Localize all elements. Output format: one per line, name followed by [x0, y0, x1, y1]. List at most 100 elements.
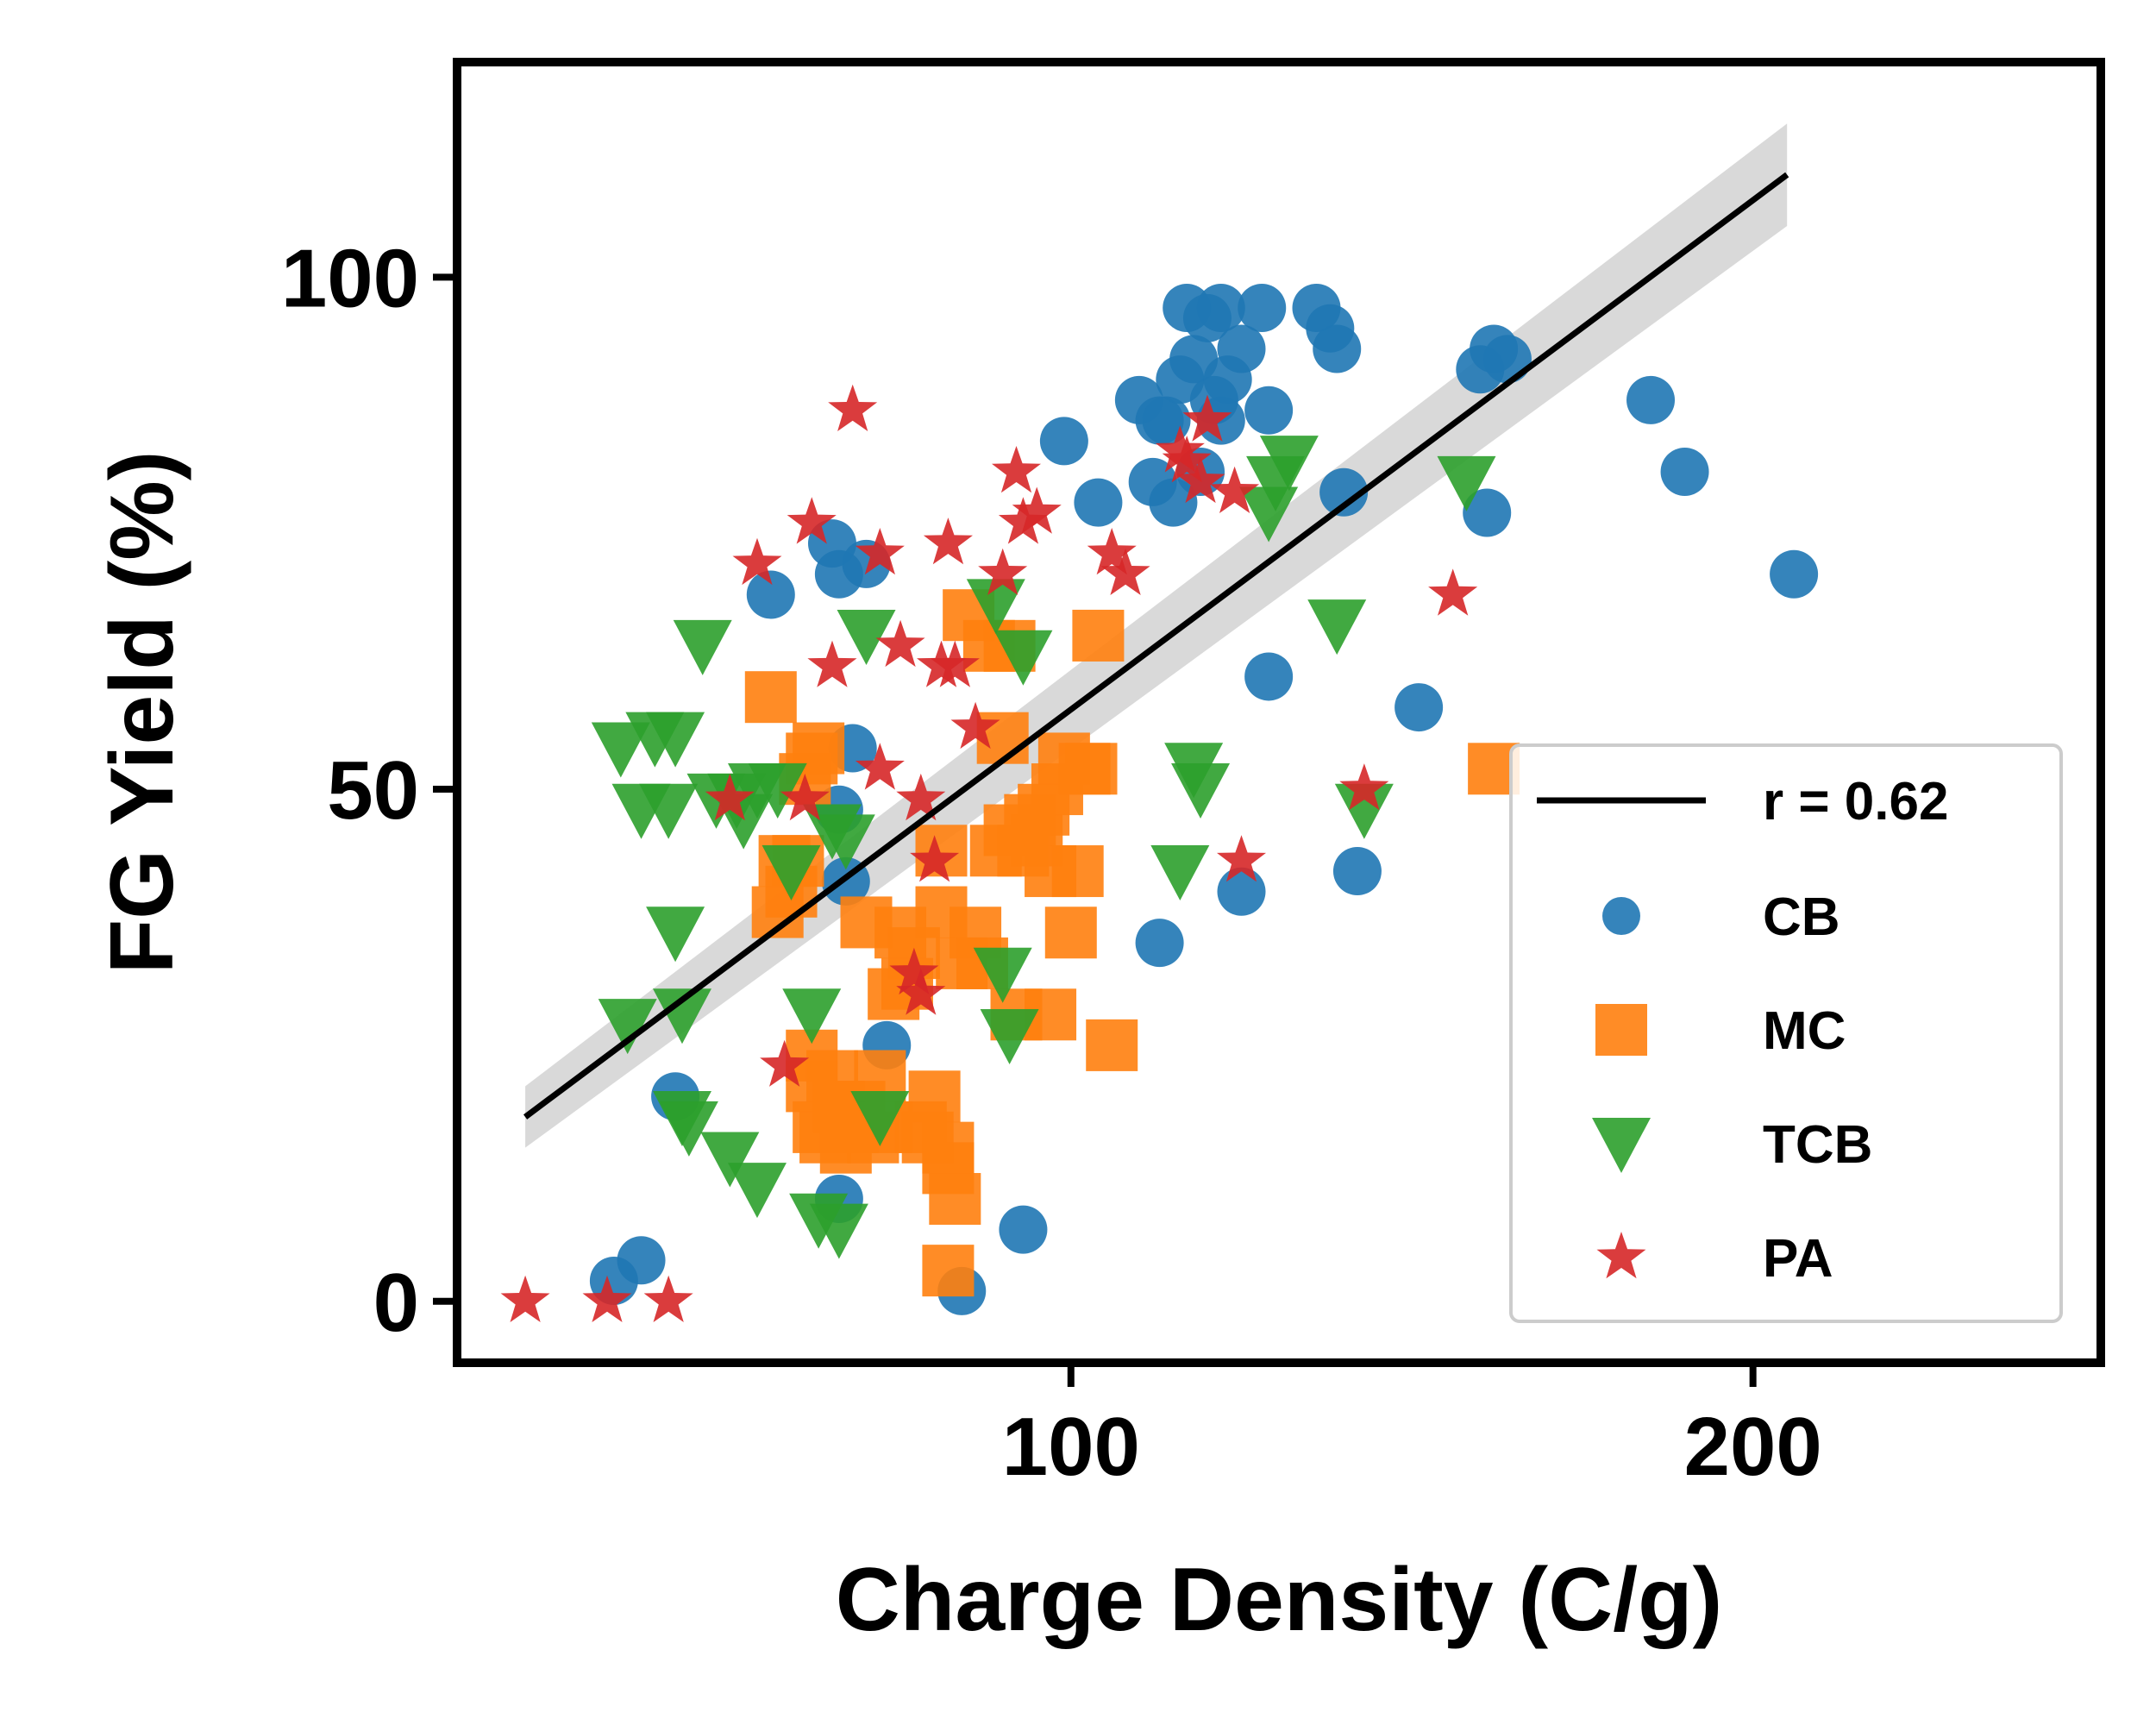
- point-pa: [998, 497, 1048, 544]
- point-pa: [787, 497, 837, 544]
- legend-fit-label: r = 0.62: [1763, 772, 1948, 831]
- regression-line-layer: [523, 172, 1789, 1120]
- point-pa: [1428, 568, 1478, 616]
- x-tick-label: 100: [1002, 1401, 1140, 1493]
- point-tcb: [700, 1132, 760, 1188]
- legend-box: [1509, 743, 2063, 1323]
- legend-label-mc: MC: [1763, 1001, 1846, 1061]
- point-mc: [1072, 609, 1125, 662]
- point-tcb: [782, 988, 842, 1044]
- point-pa: [889, 947, 939, 995]
- point-mc: [1044, 906, 1097, 959]
- point-tcb: [659, 1101, 718, 1157]
- legend: r = 0.62 CB MC TCB PA: [1509, 743, 2063, 1323]
- point-pa: [500, 1275, 550, 1322]
- point-tcb: [748, 763, 807, 819]
- legend-marker-pa: [1596, 1232, 1646, 1279]
- point-tcb: [1334, 783, 1394, 839]
- point-pa: [1339, 763, 1389, 811]
- point-cb: [1770, 549, 1819, 599]
- point-pa: [1087, 528, 1137, 575]
- point-pa: [1182, 394, 1232, 442]
- point-pa: [828, 384, 878, 431]
- point-cb: [1313, 324, 1362, 373]
- legend-label-pa: PA: [1763, 1229, 1833, 1289]
- point-pa: [732, 537, 782, 586]
- point-tcb: [966, 579, 1025, 635]
- point-cb: [1332, 847, 1382, 896]
- point-cb: [1244, 652, 1294, 701]
- y-axis-ticks: 0 50 100: [281, 232, 457, 1349]
- point-tcb: [809, 1203, 868, 1259]
- point-cb: [1395, 683, 1444, 732]
- point-pa: [855, 528, 905, 575]
- y-tick-label: 50: [327, 744, 419, 837]
- point-cb: [1196, 283, 1245, 332]
- point-mc: [744, 671, 797, 724]
- x-axis-title: Charge Density (C/g): [836, 1550, 1723, 1650]
- point-pa: [1012, 486, 1062, 534]
- point-pa: [923, 518, 973, 565]
- y-tick-label: 100: [281, 232, 419, 324]
- point-mc: [1051, 845, 1104, 898]
- point-tcb: [652, 988, 711, 1044]
- point-tcb: [646, 712, 705, 768]
- point-cb: [1074, 478, 1123, 527]
- point-tcb: [1239, 486, 1299, 543]
- point-pa: [760, 1039, 810, 1087]
- point-cb: [1660, 447, 1709, 496]
- point-tcb: [1259, 436, 1319, 492]
- point-pa: [855, 743, 905, 790]
- point-tcb: [727, 1163, 787, 1219]
- y-axis-title: FG Yield (%): [92, 451, 192, 975]
- point-pa: [1217, 835, 1266, 882]
- point-cb: [1463, 488, 1512, 537]
- point-pa: [1175, 455, 1225, 504]
- point-mc: [908, 1070, 961, 1123]
- point-pa: [780, 773, 830, 821]
- legend-marker-mc: [1595, 1004, 1647, 1056]
- series-pa: [500, 384, 1478, 1322]
- point-pa: [875, 619, 925, 668]
- point-pa: [896, 773, 946, 821]
- point-pa: [1162, 436, 1212, 483]
- point-tcb: [598, 999, 657, 1055]
- point-cb: [1244, 386, 1294, 435]
- point-tcb: [980, 1009, 1039, 1065]
- point-tcb: [646, 906, 705, 963]
- point-tcb: [673, 619, 732, 675]
- point-tcb: [761, 845, 821, 901]
- point-pa: [1155, 425, 1205, 473]
- point-tcb: [1307, 599, 1367, 656]
- point-pa: [896, 968, 946, 1015]
- legend-marker-tcb: [1592, 1118, 1651, 1173]
- regression-line: [523, 172, 1789, 1120]
- point-tcb: [837, 609, 896, 665]
- point-cb: [999, 1205, 1048, 1254]
- point-pa: [643, 1275, 693, 1322]
- legend-cb-swatch: [1602, 897, 1640, 935]
- point-tcb: [591, 722, 650, 778]
- point-pa: [950, 701, 1000, 750]
- point-cb: [1217, 324, 1266, 373]
- point-pa: [992, 446, 1041, 493]
- point-cb: [1482, 335, 1532, 384]
- legend-marker-cb: [1602, 897, 1640, 935]
- point-pa: [978, 548, 1028, 595]
- data-points-layer: [500, 283, 1819, 1322]
- point-mc: [1065, 743, 1118, 795]
- point-cb: [1135, 919, 1184, 968]
- legend-label-cb: CB: [1763, 888, 1840, 947]
- x-tick-label: 200: [1684, 1401, 1822, 1493]
- plot-frame: [453, 58, 2105, 1367]
- y-tick-label: 0: [373, 1257, 419, 1349]
- point-pa: [1100, 548, 1150, 595]
- point-cb: [1217, 867, 1266, 916]
- point-pa: [910, 835, 960, 882]
- point-tcb: [973, 947, 1032, 1003]
- legend-tcb-swatch: [1592, 1118, 1651, 1173]
- point-pa: [705, 773, 755, 821]
- point-cb: [1238, 283, 1287, 332]
- point-pa: [582, 1275, 632, 1322]
